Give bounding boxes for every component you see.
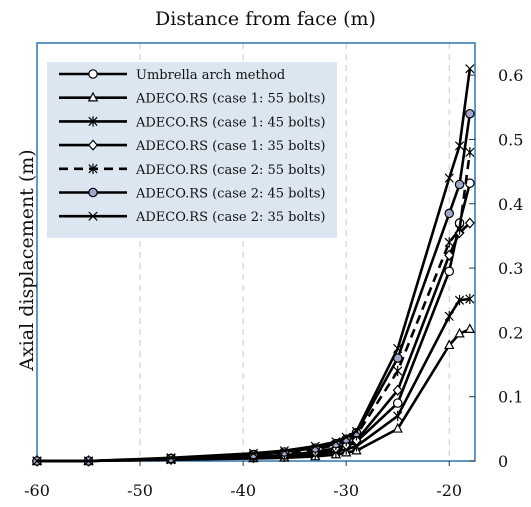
- data-point: [464, 323, 476, 333]
- legend-marker: [88, 211, 98, 221]
- series-line: [37, 222, 471, 463]
- data-point: [392, 398, 403, 408]
- data-point: [465, 293, 475, 305]
- legend: Umbrella arch method ADECO.RS (case 1: 55…: [47, 62, 337, 238]
- legend-label: Umbrella arch method: [136, 68, 285, 83]
- data-point: [83, 456, 94, 466]
- legend-marker: [87, 139, 99, 151]
- x-tick-label: -20: [436, 481, 462, 500]
- legend-marker: [88, 163, 98, 174]
- data-point: [465, 108, 475, 119]
- x-tick-label: -40: [230, 481, 256, 500]
- data-point: [465, 64, 475, 74]
- series-line: [37, 327, 471, 463]
- data-point: [32, 456, 42, 466]
- legend-label: ADECO.RS (case 1: 35 bolts): [135, 139, 325, 154]
- y-tick-label: 0.6: [498, 66, 523, 85]
- data-point: [331, 437, 341, 447]
- data-point: [454, 295, 465, 306]
- legend-marker: [88, 116, 98, 127]
- data-point: [166, 453, 176, 463]
- data-point: [351, 426, 362, 437]
- data-point: [444, 208, 455, 219]
- data-point: [444, 339, 455, 350]
- data-point: [444, 311, 454, 322]
- x-tick-label: -60: [24, 481, 50, 500]
- data-point: [454, 141, 465, 151]
- legend-marker: [87, 91, 99, 102]
- data-point: [248, 448, 259, 458]
- data-point: [444, 173, 454, 183]
- data-point: [279, 446, 289, 456]
- data-point: [392, 422, 403, 433]
- series-4: [31, 217, 475, 467]
- legend-box: [47, 62, 337, 238]
- data-point: [454, 179, 465, 190]
- data-point: [444, 249, 455, 261]
- data-point: [454, 327, 465, 338]
- y-tick-label: 0.3: [498, 259, 523, 278]
- data-point: [444, 266, 455, 277]
- data-point: [393, 365, 403, 377]
- x-tick-label: -30: [333, 481, 359, 500]
- data-point: [392, 384, 403, 396]
- y-tick-label: 0.1: [498, 388, 523, 407]
- series-7: [32, 64, 475, 466]
- legend-label: ADECO.RS (case 2: 55 bolts): [135, 163, 325, 178]
- data-point: [454, 224, 465, 235]
- data-point: [341, 432, 351, 442]
- data-point: [465, 147, 475, 158]
- y-tick-label: 0.5: [498, 130, 523, 149]
- legend-label: ADECO.RS (case 1: 45 bolts): [135, 115, 325, 130]
- legend-marker: [88, 69, 98, 79]
- legend-label: ADECO.RS (case 1: 55 bolts): [135, 92, 325, 107]
- y-tick-label: 0.4: [498, 195, 523, 214]
- legend-marker: [88, 187, 98, 198]
- x-tick-label: -50: [127, 481, 153, 500]
- legend-label: ADECO.RS (case 2: 35 bolts): [135, 210, 325, 225]
- data-point: [393, 410, 403, 422]
- data-point: [310, 441, 320, 451]
- data-point: [444, 237, 454, 248]
- legend-label: ADECO.RS (case 2: 45 bolts): [135, 187, 325, 202]
- chart-title: Distance from face (m): [155, 8, 376, 30]
- data-point: [393, 343, 403, 354]
- data-point: [464, 217, 475, 229]
- y-tick-label: 0: [498, 452, 508, 471]
- y-tick-label: 0.2: [498, 323, 523, 342]
